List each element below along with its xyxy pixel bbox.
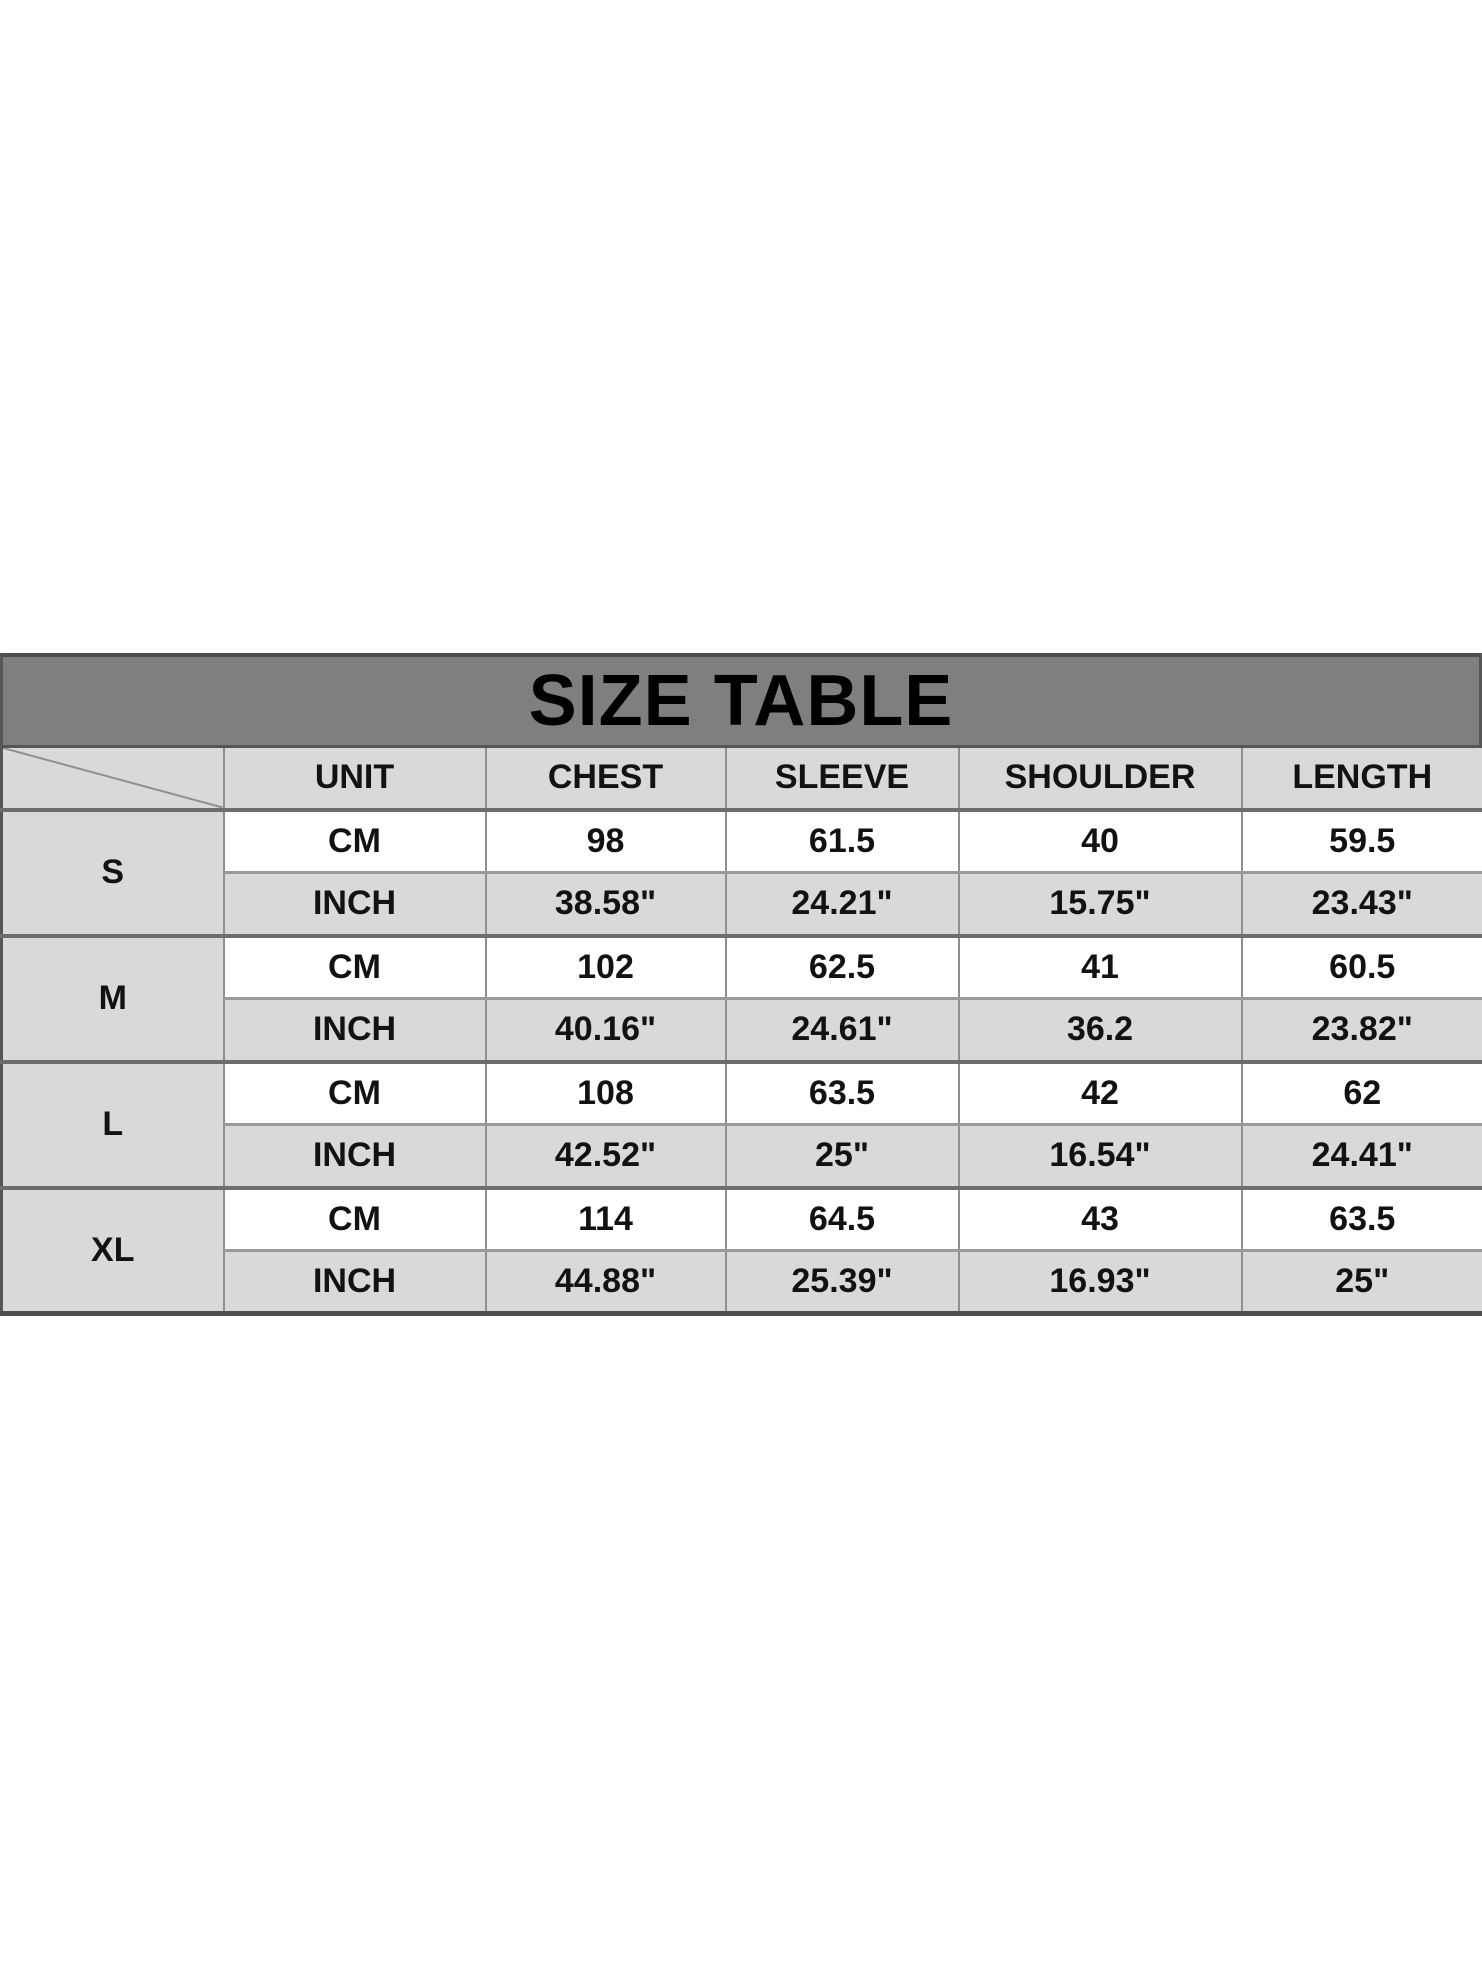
unit-cell: CM	[222, 1185, 487, 1252]
value-cell: 25.39"	[724, 1249, 960, 1315]
unit-cell: INCH	[222, 1249, 487, 1315]
column-header-length: LENGTH	[1240, 745, 1482, 812]
column-header-shoulder: SHOULDER	[957, 745, 1243, 812]
size-label-xl: XL	[0, 1185, 225, 1315]
value-cell: 16.54"	[957, 1123, 1243, 1189]
value-cell: 63.5	[724, 1059, 960, 1126]
size-table-grid: UNIT CHEST SLEEVE SHOULDER LENGTH S CM 9…	[0, 745, 1482, 1316]
value-cell: 40.16"	[484, 997, 727, 1063]
value-cell: 62	[1240, 1059, 1482, 1126]
table-row: INCH 38.58" 24.21" 15.75" 23.43"	[2, 871, 1482, 937]
table-row: L CM 108 63.5 42 62	[0, 1059, 1482, 1189]
value-cell: 64.5	[724, 1185, 960, 1252]
value-cell: 15.75"	[957, 871, 1243, 937]
value-cell: 42.52"	[484, 1123, 727, 1189]
value-cell: 41	[957, 933, 1243, 1000]
value-cell: 36.2	[957, 997, 1243, 1063]
table-row: INCH 42.52" 25" 16.54" 24.41"	[2, 1123, 1482, 1189]
unit-cell: INCH	[222, 871, 487, 937]
header-row: UNIT CHEST SLEEVE SHOULDER LENGTH	[0, 745, 1482, 812]
value-cell: 43	[957, 1185, 1243, 1252]
table-row: INCH 44.88" 25.39" 16.93" 25"	[2, 1249, 1482, 1315]
size-label-l: L	[0, 1059, 225, 1189]
value-cell: 114	[484, 1185, 727, 1252]
value-cell: 40	[957, 807, 1243, 874]
value-cell: 98	[484, 807, 727, 874]
value-cell: 24.61"	[724, 997, 960, 1063]
value-cell: 24.21"	[724, 871, 960, 937]
value-cell: 102	[484, 933, 727, 1000]
corner-cell	[0, 745, 225, 812]
value-cell: 59.5	[1240, 807, 1482, 874]
value-cell: 62.5	[724, 933, 960, 1000]
value-cell: 25"	[724, 1123, 960, 1189]
value-cell: 24.41"	[1240, 1123, 1482, 1189]
table-row: M CM 102 62.5 41 60.5	[0, 933, 1482, 1063]
table-row: INCH 40.16" 24.61" 36.2 23.82"	[2, 997, 1482, 1063]
value-cell: 23.82"	[1240, 997, 1482, 1063]
column-header-sleeve: SLEEVE	[724, 745, 960, 812]
value-cell: 16.93"	[957, 1249, 1243, 1315]
unit-cell: INCH	[222, 1123, 487, 1189]
value-cell: 23.43"	[1240, 871, 1482, 937]
unit-cell: CM	[222, 1059, 487, 1126]
value-cell: 61.5	[724, 807, 960, 874]
size-chart: SIZE TABLE UNIT CHEST SLEEVE SHOULDER LE…	[0, 653, 1482, 1316]
diagonal-divider-icon	[3, 748, 223, 808]
value-cell: 44.88"	[484, 1249, 727, 1315]
table-row: S CM 98 61.5 40 59.5	[0, 807, 1482, 937]
table-row: XL CM 114 64.5 43 63.5	[0, 1185, 1482, 1315]
size-table-title-bar: SIZE TABLE	[0, 653, 1482, 745]
value-cell: 38.58"	[484, 871, 727, 937]
unit-cell: CM	[222, 807, 487, 874]
value-cell: 108	[484, 1059, 727, 1126]
size-label-m: M	[0, 933, 225, 1063]
size-table-title: SIZE TABLE	[528, 661, 954, 741]
value-cell: 63.5	[1240, 1185, 1482, 1252]
column-header-chest: CHEST	[484, 745, 727, 812]
value-cell: 42	[957, 1059, 1243, 1126]
value-cell: 25"	[1240, 1249, 1482, 1315]
size-label-s: S	[0, 807, 225, 937]
unit-cell: INCH	[222, 997, 487, 1063]
column-header-unit: UNIT	[222, 745, 487, 812]
unit-cell: CM	[222, 933, 487, 1000]
value-cell: 60.5	[1240, 933, 1482, 1000]
